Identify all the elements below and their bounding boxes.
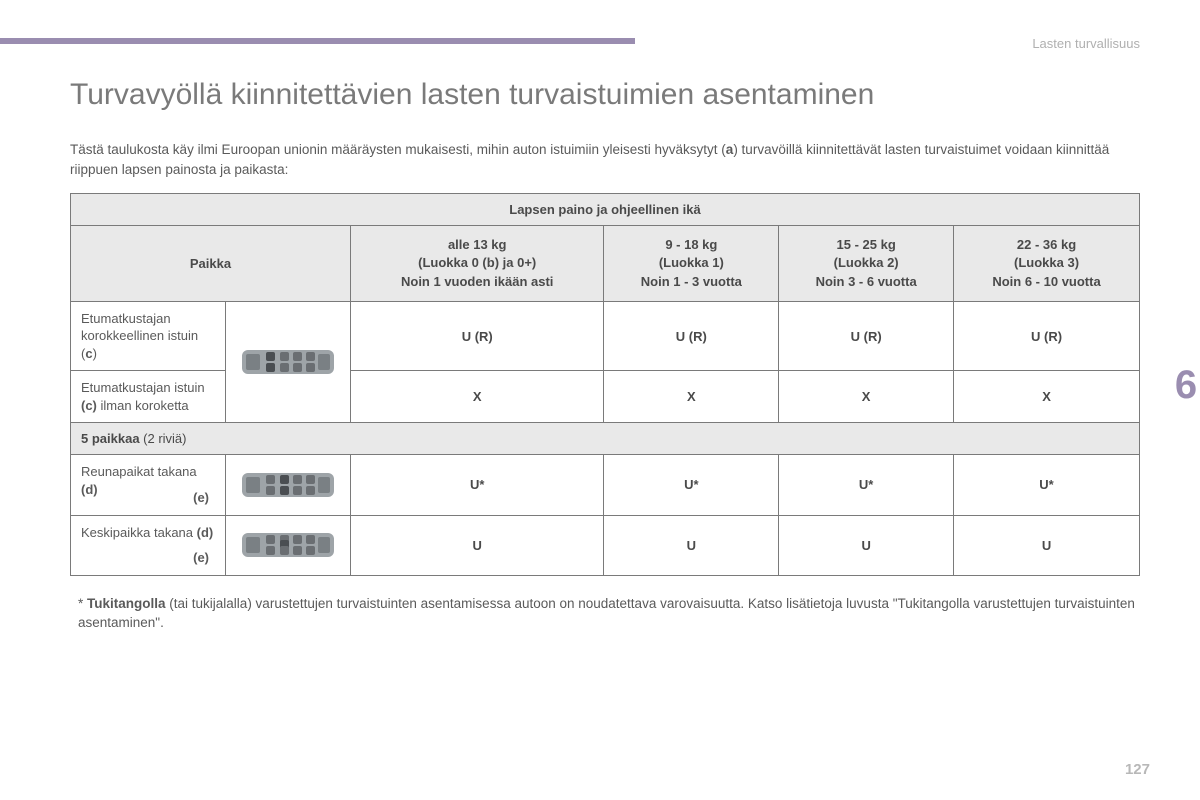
cell: U*: [779, 455, 954, 515]
row4-label: Keskipaikka takana (d) (e): [71, 515, 226, 575]
table-row: Keskipaikka takana (d) (e): [71, 515, 1140, 575]
cell: U*: [604, 455, 779, 515]
weight-col-2: 15 - 25 kg (Luokka 2) Noin 3 - 6 vuotta: [779, 226, 954, 302]
cell: U: [779, 515, 954, 575]
cell: X: [954, 371, 1140, 423]
child-seat-table: Lapsen paino ja ohjeellinen ikä Paikka a…: [70, 193, 1140, 575]
paikka-header: Paikka: [71, 226, 351, 302]
footnote: * Tukitangolla (tai tukijalalla) varuste…: [70, 594, 1140, 633]
weight-header-row: Paikka alle 13 kg (Luokka 0 (b) ja 0+) N…: [71, 226, 1140, 302]
chapter-tab: 6: [1172, 350, 1200, 420]
page-content: Turvavyöllä kiinnitettävien lasten turva…: [70, 78, 1140, 633]
cell: U: [351, 515, 604, 575]
weight-col-0: alle 13 kg (Luokka 0 (b) ja 0+) Noin 1 v…: [351, 226, 604, 302]
cell: U: [954, 515, 1140, 575]
intro-paragraph: Tästä taulukosta käy ilmi Euroopan union…: [70, 140, 1140, 179]
cell: X: [604, 371, 779, 423]
page-title: Turvavyöllä kiinnitettävien lasten turva…: [70, 78, 1140, 112]
weight-col-1: 9 - 18 kg (Luokka 1) Noin 1 - 3 vuotta: [604, 226, 779, 302]
cell: U (R): [779, 301, 954, 371]
car-icon-rear-outer: [226, 455, 351, 515]
weight-col-3: 22 - 36 kg (Luokka 3) Noin 6 - 10 vuotta: [954, 226, 1140, 302]
cell: U: [604, 515, 779, 575]
table-top-header: Lapsen paino ja ohjeellinen ikä: [71, 194, 1140, 226]
cell: U*: [954, 455, 1140, 515]
cell: U (R): [604, 301, 779, 371]
section-label: 5 paikkaa (2 riviä): [71, 423, 1140, 455]
car-icon-rear-center: [226, 515, 351, 575]
cell: U (R): [954, 301, 1140, 371]
row1-label: Etumatkustajan korokkeellinen istuin (c): [71, 301, 226, 371]
cell: X: [351, 371, 604, 423]
section-row: 5 paikkaa (2 riviä): [71, 423, 1140, 455]
car-icon-front: [226, 301, 351, 423]
section-header-label: Lasten turvallisuus: [1032, 36, 1140, 51]
row2-label: Etumatkustajan istuin (c) ilman korokett…: [71, 371, 226, 423]
cell: U (R): [351, 301, 604, 371]
row3-label: Reunapaikat takana (d) (e): [71, 455, 226, 515]
top-accent-bar: [0, 38, 635, 44]
cell: X: [779, 371, 954, 423]
table-row: Etumatkustajan korokkeellinen istuin (c): [71, 301, 1140, 371]
cell: U*: [351, 455, 604, 515]
table-row: Reunapaikat takana (d) (e): [71, 455, 1140, 515]
page-number: 127: [1125, 761, 1150, 778]
